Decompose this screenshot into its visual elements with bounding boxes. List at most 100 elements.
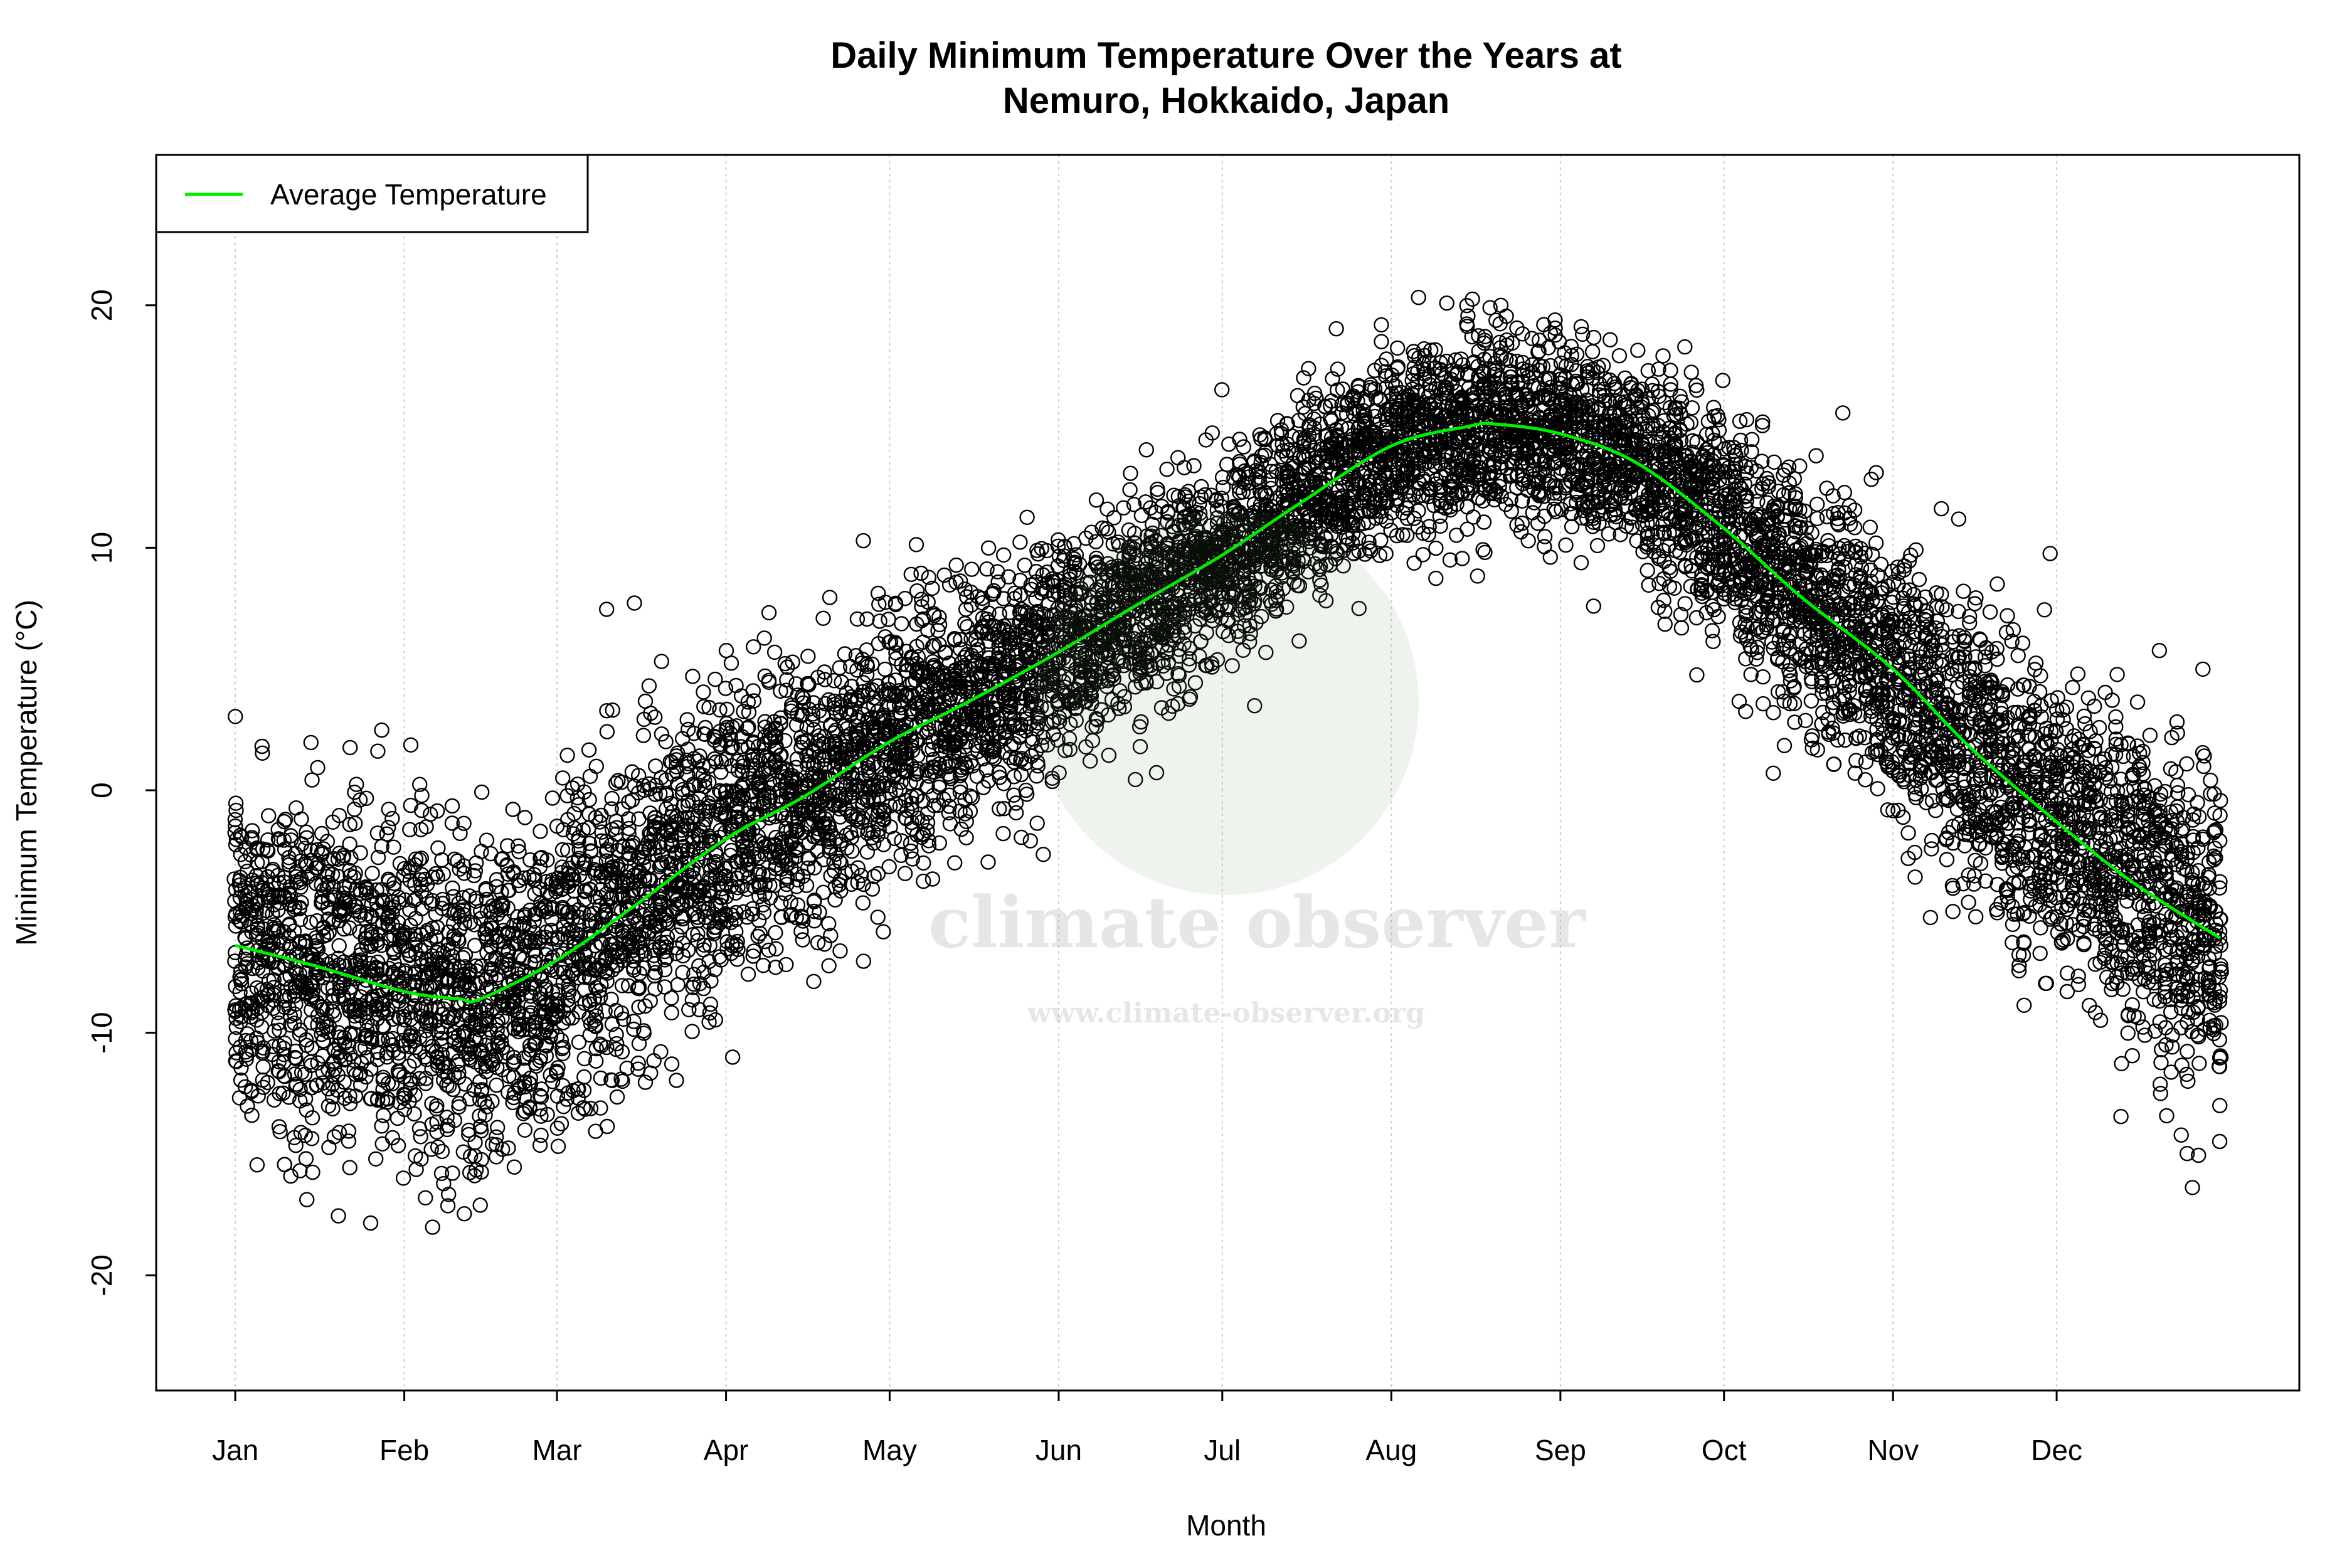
data-point	[261, 808, 277, 824]
data-point	[1176, 460, 1192, 475]
data-point	[331, 1125, 347, 1141]
data-point	[859, 844, 876, 860]
data-point	[304, 989, 320, 1005]
data-point	[724, 1049, 741, 1065]
data-point	[395, 1170, 411, 1186]
data-point	[347, 784, 363, 800]
data-point	[1014, 829, 1029, 845]
data-point	[304, 1110, 320, 1126]
data-point	[653, 1044, 669, 1060]
data-point	[315, 919, 332, 935]
data-point	[881, 612, 896, 627]
data-point	[277, 1157, 292, 1173]
data-point	[303, 734, 319, 751]
data-point	[894, 616, 909, 632]
data-point	[363, 1215, 379, 1231]
data-point	[288, 1137, 304, 1153]
data-point	[517, 810, 533, 825]
data-point	[1019, 509, 1035, 525]
data-point	[352, 908, 368, 923]
data-point	[320, 1098, 337, 1114]
data-point	[297, 840, 313, 856]
data-point	[346, 802, 363, 817]
data-point	[272, 1064, 287, 1079]
data-point	[245, 823, 260, 839]
data-point	[228, 795, 244, 811]
data-point	[245, 872, 260, 888]
data-point	[240, 1098, 255, 1114]
data-point	[310, 941, 326, 958]
data-point	[995, 547, 1012, 563]
data-point	[876, 924, 891, 940]
data-point	[245, 960, 260, 977]
data-point	[299, 1192, 315, 1207]
data-point	[349, 776, 364, 792]
data-point	[267, 985, 282, 1001]
data-point	[669, 1073, 684, 1088]
data-point	[1221, 437, 1237, 452]
data-point	[255, 1079, 272, 1095]
data-point	[740, 967, 756, 982]
data-point	[664, 990, 679, 1006]
data-point	[995, 825, 1011, 842]
data-point	[946, 855, 963, 871]
data-point	[299, 1032, 314, 1048]
data-point	[418, 1190, 433, 1206]
data-point	[445, 1165, 460, 1181]
data-point	[319, 927, 335, 943]
data-point	[271, 1119, 287, 1135]
data-point	[255, 905, 271, 921]
data-point	[806, 973, 822, 990]
data-point	[897, 866, 913, 881]
data-point	[756, 630, 772, 646]
data-point	[418, 819, 434, 835]
data-point	[368, 1151, 384, 1167]
data-point	[255, 745, 270, 761]
data-point	[859, 611, 875, 627]
data-point	[277, 992, 294, 1009]
data-point	[870, 909, 886, 925]
data-point	[342, 817, 358, 832]
data-point	[1150, 485, 1166, 501]
data-point	[331, 938, 347, 954]
data-point	[532, 1137, 548, 1153]
data-point	[341, 1133, 357, 1149]
data-point	[304, 1040, 320, 1056]
data-point	[314, 825, 330, 842]
data-point	[276, 813, 292, 830]
data-point	[342, 920, 358, 936]
data-point	[266, 980, 282, 995]
data-point	[304, 772, 320, 788]
data-point	[292, 911, 309, 928]
data-point	[320, 1081, 336, 1097]
data-point	[425, 1219, 440, 1235]
data-point	[297, 933, 314, 949]
data-point	[255, 1043, 270, 1059]
data-point	[1186, 458, 1202, 474]
data-point	[913, 565, 929, 581]
data-point	[702, 996, 719, 1012]
data-point	[479, 832, 495, 848]
data-point	[664, 1056, 680, 1072]
data-point	[505, 802, 521, 817]
data-point	[647, 981, 663, 997]
data-point	[283, 1168, 299, 1184]
data-point	[326, 1129, 342, 1145]
data-point	[292, 1081, 308, 1098]
data-point	[664, 1005, 680, 1021]
data-point	[228, 837, 244, 852]
data-point	[599, 724, 615, 739]
data-point	[779, 672, 795, 688]
data-point	[532, 824, 548, 839]
data-point	[635, 728, 652, 743]
data-point	[588, 758, 604, 775]
data-point	[381, 802, 396, 817]
data-point	[276, 1047, 292, 1062]
data-point	[581, 742, 597, 758]
data-point	[298, 1151, 314, 1167]
data-point	[299, 858, 315, 874]
data-point	[303, 842, 319, 858]
data-point	[1123, 465, 1138, 481]
data-point	[260, 832, 276, 848]
data-point	[342, 1088, 358, 1104]
